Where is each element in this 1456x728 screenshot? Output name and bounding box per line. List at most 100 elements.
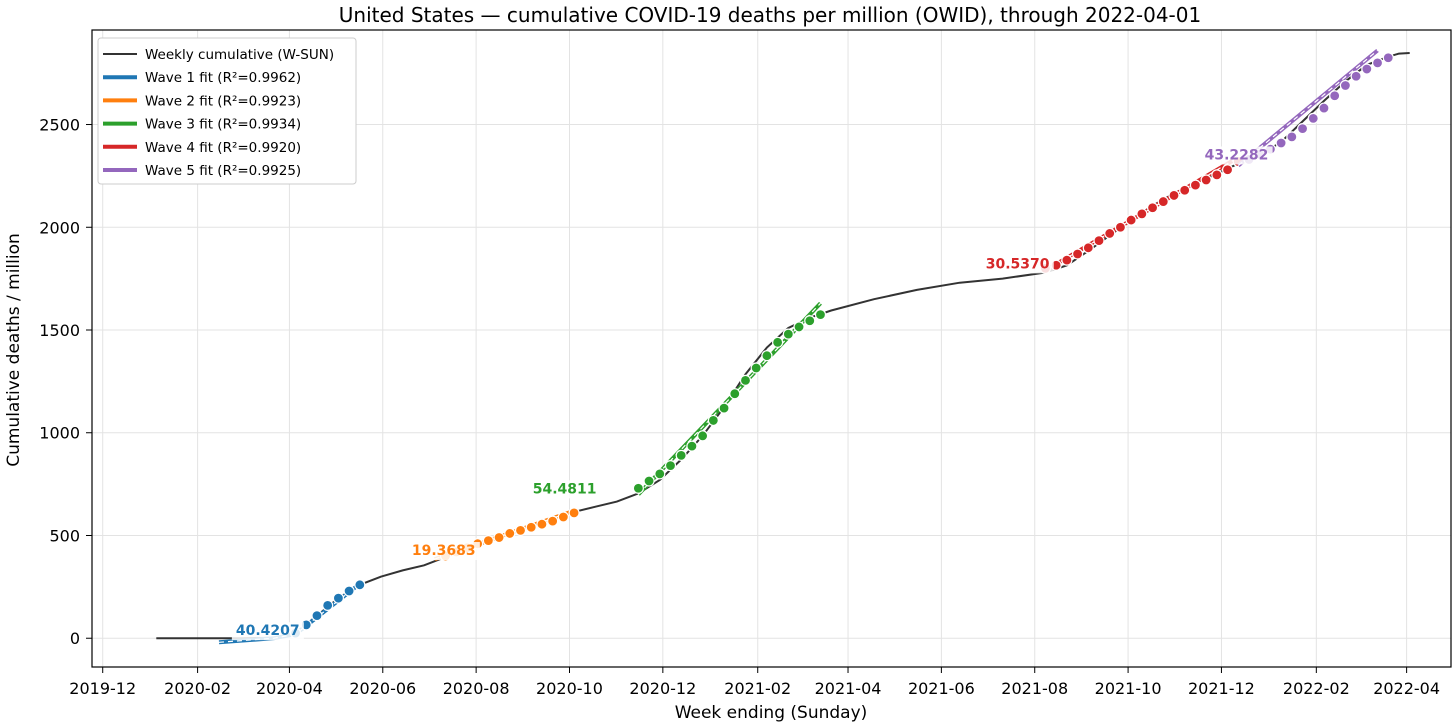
x-tick-label: 2019-12 [69, 679, 136, 698]
x-tick-label: 2022-04 [1373, 679, 1440, 698]
wave-4-marker [1125, 214, 1137, 226]
grid [92, 30, 1451, 667]
legend-entry-3: Wave 3 fit (R²=0.9934) [145, 117, 301, 133]
wave-5-marker [1275, 137, 1287, 149]
wave-3-marker [718, 402, 730, 414]
wave-2-marker [525, 521, 537, 533]
y-tick-label: 1000 [39, 424, 80, 443]
wave-2-marker [504, 527, 516, 540]
wave-4-slope-label: 30.5370 [986, 256, 1050, 272]
wave-4-marker [1136, 208, 1148, 220]
wave-5-slope-label: 43.2282 [1205, 147, 1269, 163]
y-tick-label: 2000 [39, 218, 80, 237]
wave-3-marker [697, 430, 709, 442]
legend-entry-0: Weekly cumulative (W-SUN) [145, 47, 334, 63]
wave-4-marker [1114, 221, 1127, 233]
wave-3-marker [772, 336, 784, 348]
wave-1-slope-label-bg [231, 622, 304, 641]
plot-frame [91, 29, 1452, 668]
x-tick-label: 2021-06 [908, 679, 975, 698]
y-tick-label: 2500 [39, 116, 80, 135]
y-tick-label: 500 [49, 526, 80, 545]
legend-entry-1: Wave 1 fit (R²=0.9962) [145, 70, 301, 86]
wave-1-marker [332, 592, 344, 604]
wave-1-marker [354, 579, 366, 591]
wave-2-slope-label: 19.3683 [412, 543, 476, 559]
plot-area: 40.4207 19.3683 54.4811 30.5370 43.2282 [156, 48, 1410, 645]
x-tick-label: 2021-08 [1001, 679, 1068, 698]
wave-4-marker [1157, 195, 1169, 208]
wave-5-marker [1318, 102, 1330, 114]
x-tick-label: 2021-04 [815, 679, 882, 698]
wave-4-marker [1104, 227, 1116, 240]
wave-4-marker [1168, 189, 1180, 202]
wave-5-marker [1329, 90, 1341, 102]
wave-4-marker [1082, 242, 1094, 254]
wave-2-marker [514, 524, 527, 536]
wave-2-marker [493, 531, 505, 544]
wave-1-slope-label: 40.4207 [236, 623, 300, 639]
wave-2-marker [557, 511, 569, 523]
wave-5-marker [1371, 57, 1384, 69]
wave-3-marker [707, 414, 719, 427]
wave-3-marker [750, 362, 762, 374]
wave-3-marker [782, 328, 794, 340]
wave-4-marker [1221, 164, 1234, 176]
legend: Weekly cumulative (W-SUN) Wave 1 fit (R²=… [97, 37, 357, 185]
wave-4-marker [1093, 235, 1105, 247]
wave-4-marker [1146, 202, 1159, 214]
legend-entry-5: Wave 5 fit (R²=0.9925) [145, 163, 301, 179]
wave-4-slope-label-bg [981, 255, 1054, 274]
wave-4-marker [1071, 248, 1084, 260]
wave-3-marker [739, 374, 752, 386]
x-tick-label: 2020-08 [443, 679, 510, 698]
wave-5-marker [1296, 123, 1309, 135]
wave-3-marker [814, 308, 827, 321]
wave-3-marker [675, 449, 687, 461]
wave-2-marker [547, 515, 559, 527]
wave-3-marker [654, 468, 666, 480]
wave-1-marker [322, 599, 334, 611]
y-tick-label: 0 [70, 629, 80, 648]
wave-3-slope-label-bg [528, 480, 601, 499]
y-tick-label: 1500 [39, 321, 80, 340]
wave-2-marker [482, 535, 494, 547]
wave-4-marker [1061, 254, 1073, 266]
wave-2-marker [568, 507, 580, 519]
wave-5-marker [1286, 131, 1298, 143]
wave-3-marker [793, 321, 805, 333]
x-tick-label: 2021-02 [724, 679, 791, 698]
wave-3-slope-label: 54.4811 [533, 481, 597, 497]
wave-1-marker [343, 585, 355, 597]
wave-5-marker [1382, 52, 1394, 64]
wave-3-marker [643, 475, 655, 487]
legend-entry-2: Wave 2 fit (R²=0.9923) [145, 93, 301, 109]
wave-5-marker [1350, 70, 1362, 82]
wave-2-marker [536, 518, 548, 530]
wave-5-fit-dash [1237, 50, 1378, 167]
x-tick-label: 2021-10 [1095, 679, 1162, 698]
wave-4-marker [1179, 184, 1191, 196]
x-tick-label: 2022-02 [1283, 679, 1350, 698]
x-axis-label: Week ending (Sunday) [675, 703, 868, 723]
wave-5-marker [1339, 79, 1352, 92]
wave-5-marker [1307, 112, 1319, 124]
legend-box [97, 37, 357, 185]
wave-4-marker [1189, 179, 1202, 191]
x-tick-label: 2020-10 [536, 679, 603, 698]
wave-5-marker [1361, 63, 1373, 75]
legend-entry-4: Wave 4 fit (R²=0.9920) [145, 140, 301, 156]
axes: 2019-12 2020-02 2020-04 2020-06 2020-08 2020-… [39, 116, 1440, 698]
y-axis-label: Cumulative deaths / million [4, 233, 24, 467]
wave-1-marker [311, 610, 323, 622]
wave-4-marker [1211, 169, 1223, 181]
wave-3-marker [632, 482, 644, 494]
wave-3-marker [804, 315, 816, 327]
x-tick-label: 2020-02 [164, 679, 231, 698]
wave-2-slope-label-bg [407, 542, 480, 561]
x-tick-label: 2021-12 [1188, 679, 1255, 698]
wave-3-marker [761, 350, 773, 362]
wave-5-slope-label-bg [1200, 146, 1273, 165]
chart-title: United States — cumulative COVID-19 deat… [339, 3, 1201, 27]
